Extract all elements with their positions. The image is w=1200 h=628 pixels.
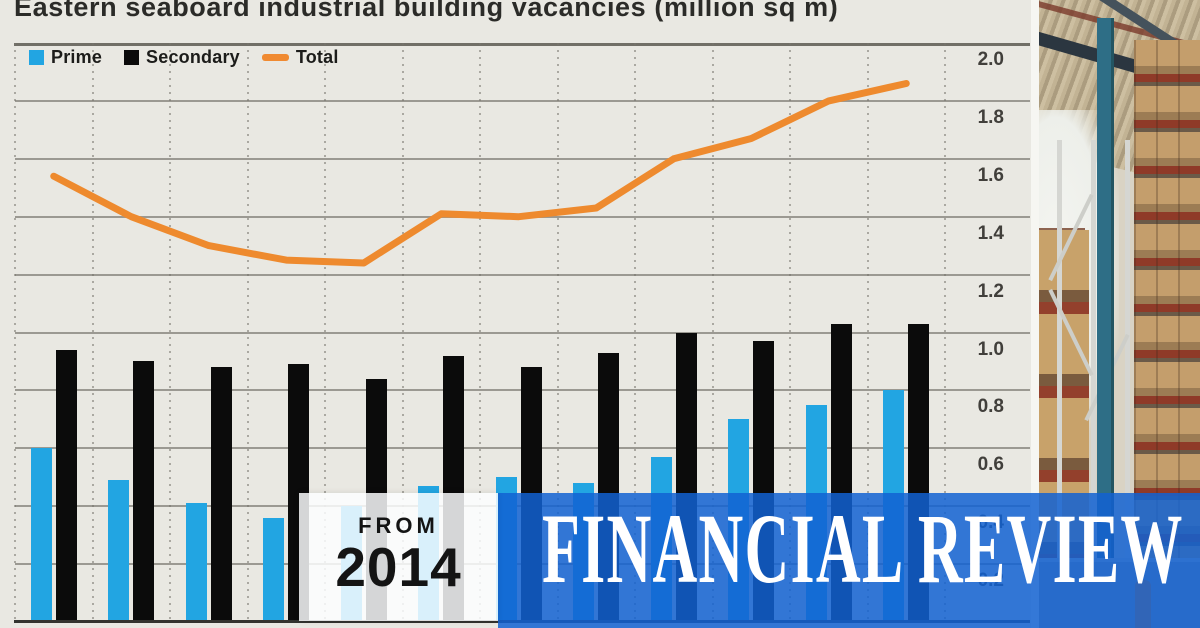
secondary-swatch-icon [124,50,140,65]
y-axis-tick-label: 1.2 [977,280,1004,302]
teal-support-column [1097,18,1114,563]
chart-title: Eastern seaboard industrial building vac… [14,0,839,22]
gridline-vertical [634,43,636,622]
gridline-vertical [479,43,481,622]
total-swatch-icon [261,54,289,61]
chart-legend: Prime Secondary Total [29,47,361,68]
gridline-horizontal [15,99,1030,102]
gridline-vertical [14,43,16,622]
legend-item-secondary: Secondary [124,47,240,68]
prime-bar [30,448,52,622]
legend-label: Secondary [146,47,240,67]
gridline-vertical [944,43,946,622]
prime-bar [263,517,285,622]
gridline-vertical [246,43,249,622]
y-axis-tick-label: 1.4 [977,222,1004,244]
gridline-vertical [324,43,326,622]
legend-label: Prime [51,47,103,67]
gridline-horizontal [15,157,1030,160]
gridline-vertical [91,43,94,622]
plot-top-border [14,43,1030,46]
secondary-bar [133,361,155,622]
rack-upright-post [1091,140,1096,575]
y-axis-tick-label: 1.0 [977,338,1004,360]
gridline-vertical [789,43,791,622]
legend-label: Total [295,47,339,67]
gridline-vertical [401,43,404,622]
y-axis-tick-label: 2.0 [977,49,1004,70]
total-line-layer [50,80,910,267]
prime-swatch-icon [29,50,44,65]
gridline-vertical [711,43,714,622]
gridline-vertical [866,43,869,622]
total-line [50,80,910,267]
y-axis-tick-label: 0.8 [977,396,1004,418]
masthead-title: FINANCIAL REVIEW [542,493,1184,604]
legend-item-total: Total [261,47,339,68]
legend-item-prime: Prime [29,47,102,68]
gridline-horizontal [15,331,1030,334]
secondary-bar [210,367,232,622]
prime-bar [108,480,130,622]
prime-bar [185,503,207,622]
badge-from-label: FROM [358,513,439,538]
from-2014-badge: FROM 2014 [299,493,498,621]
y-axis-tick-label: 1.6 [977,164,1004,186]
gridline-horizontal [15,273,1030,276]
rack-upright-post [1057,140,1062,575]
masthead-banner: FINANCIAL REVIEW [498,493,1200,628]
photo-left-border [1031,0,1039,628]
pallet-rack-right [1134,40,1200,570]
secondary-bar [55,349,77,622]
rack-upright-post [1125,140,1130,575]
gridline-vertical [169,43,171,622]
pallet-rack-right-seams [1134,40,1200,570]
badge-year-label: 2014 [335,536,462,598]
y-axis-tick-label: 1.8 [977,106,1004,128]
y-axis-tick-label: 0.6 [977,454,1004,476]
gridline-vertical [556,43,559,622]
